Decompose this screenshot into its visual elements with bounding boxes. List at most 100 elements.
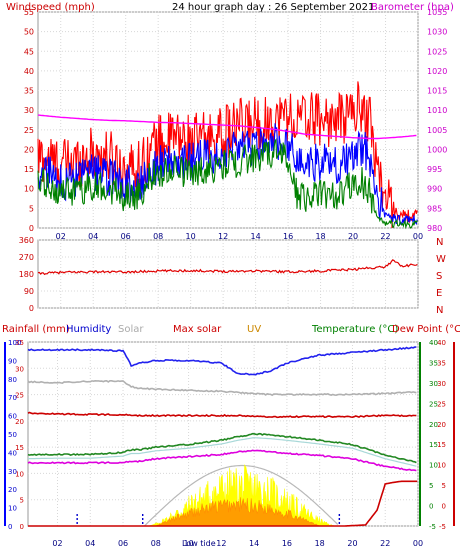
series-wind-0	[37, 81, 418, 229]
temp-tick-label: 35	[429, 359, 438, 367]
temp-tick-label: 25	[429, 400, 438, 408]
x-tick-label: 16	[282, 539, 292, 548]
x-tick-label: 08	[151, 539, 161, 548]
x-tick-label: 18	[315, 539, 325, 548]
series-rainfall	[28, 480, 418, 527]
dewpoint-tick-label: 15	[437, 441, 446, 449]
humidity-tick-label: 10	[8, 505, 17, 513]
dewpoint-tick-label: 0	[442, 503, 446, 511]
humidity-tick-label: 80	[8, 376, 17, 384]
x-tick-label: 20	[348, 232, 358, 241]
dewpoint-axis-bar	[453, 342, 455, 526]
compass-label: N	[436, 305, 443, 316]
x-tick-label: 10	[186, 232, 196, 241]
series-solar	[27, 379, 417, 397]
x-tick-label: 04	[85, 539, 95, 548]
rain-tick-label: 0	[20, 523, 24, 531]
barometer-axis-title: Barometer (hpa)	[371, 2, 454, 13]
x-tick-label: 00	[413, 539, 423, 548]
baro-tick-label: 1020	[427, 67, 447, 76]
dewpoint-tick-label: 35	[437, 359, 446, 367]
windspeed-axis-title: Windspeed (mph)	[6, 2, 95, 13]
series-humidity	[27, 346, 417, 376]
rain-tick-label: 35	[15, 339, 24, 347]
x-tick-label: 00	[413, 232, 423, 241]
humidity-tick-label: 70	[8, 394, 17, 402]
wind-tick-label: 25	[24, 126, 34, 135]
x-tick-label: 12	[218, 232, 228, 241]
x-tick-label: 18	[315, 232, 325, 241]
series-feels-like	[27, 437, 417, 467]
baro-tick-label: 1005	[427, 126, 447, 135]
legend-temperature: Temperature (°C)	[311, 324, 398, 335]
humidity-tick-label: 90	[8, 357, 17, 365]
x-tick-label: 08	[153, 232, 163, 241]
legend-solar: Solar	[118, 324, 144, 335]
humidity-tick-label: 30	[8, 468, 17, 476]
baro-tick-label: 1000	[427, 145, 447, 154]
series-wind-direction	[37, 259, 418, 276]
temp-tick-label: 0	[429, 503, 433, 511]
direction-tick-label: 90	[24, 287, 34, 296]
x-tick-label: 02	[52, 539, 62, 548]
temp-tick-label: 20	[429, 421, 438, 429]
temp-tick-label: 40	[429, 339, 438, 347]
legend-uv: UV	[247, 324, 261, 335]
rain-axis-bar	[4, 342, 6, 526]
compass-label: N	[436, 237, 443, 248]
low-tide-label: Low tide	[182, 539, 216, 548]
humidity-tick-label: 50	[8, 431, 17, 439]
temp-tick-label: 15	[429, 441, 438, 449]
legend: Rainfall (mm) Humidity Solar Max solar U…	[2, 324, 460, 335]
baro-tick-label: 1015	[427, 87, 447, 96]
wind-tick-label: 40	[24, 67, 34, 76]
wind-tick-label: 15	[24, 165, 34, 174]
direction-tick-label: 180	[19, 270, 34, 279]
wind-tick-label: 0	[29, 224, 34, 233]
baro-tick-label: 990	[427, 185, 442, 194]
rain-tick-label: 15	[15, 444, 24, 452]
legend-humidity: Humidity	[66, 324, 111, 335]
compass-label: W	[436, 254, 446, 265]
humidity-tick-label: 40	[8, 449, 17, 457]
humidity-tick-label: 20	[8, 486, 17, 494]
series-max-solar	[27, 411, 417, 419]
wind-tick-label: 20	[24, 145, 34, 154]
uv-fill	[155, 497, 320, 527]
direction-tick-label: 360	[19, 236, 34, 245]
x-tick-label: 22	[380, 539, 390, 548]
temp-tick-label: 30	[429, 380, 438, 388]
rain-tick-label: 30	[15, 365, 24, 373]
x-tick-label: 20	[347, 539, 357, 548]
wind-tick-label: 10	[24, 185, 34, 194]
dewpoint-tick-label: 40	[437, 339, 446, 347]
baro-tick-label: 995	[427, 165, 442, 174]
x-tick-label: 04	[88, 232, 98, 241]
wind-tick-label: 5	[29, 204, 34, 213]
humidity-tick-label: 100	[8, 339, 21, 347]
dewpoint-tick-label: 30	[437, 380, 446, 388]
temp-tick-label: -5	[429, 523, 436, 531]
baro-tick-label: 1010	[427, 106, 447, 115]
compass-label: E	[436, 288, 442, 299]
series-dew-point	[27, 449, 417, 472]
dewpoint-tick-label: 20	[437, 421, 446, 429]
x-tick-label: 16	[283, 232, 293, 241]
rain-tick-label: 25	[15, 392, 24, 400]
wind-tick-label: 55	[24, 8, 34, 17]
series-wind-2	[37, 138, 418, 230]
dewpoint-tick-label: -5	[439, 523, 446, 531]
rain-tick-label: 10	[15, 470, 24, 478]
dewpoint-tick-label: 10	[437, 462, 446, 470]
rain-tick-label: 20	[15, 418, 24, 426]
x-tick-label: 12	[216, 539, 226, 548]
x-tick-label: 22	[380, 232, 390, 241]
temp-tick-label: 10	[429, 462, 438, 470]
wind-tick-label: 30	[24, 106, 34, 115]
series-barometer	[37, 114, 417, 140]
x-tick-label: 06	[118, 539, 128, 548]
direction-tick-label: 0	[29, 304, 34, 313]
humidity-tick-label: 60	[8, 413, 17, 421]
